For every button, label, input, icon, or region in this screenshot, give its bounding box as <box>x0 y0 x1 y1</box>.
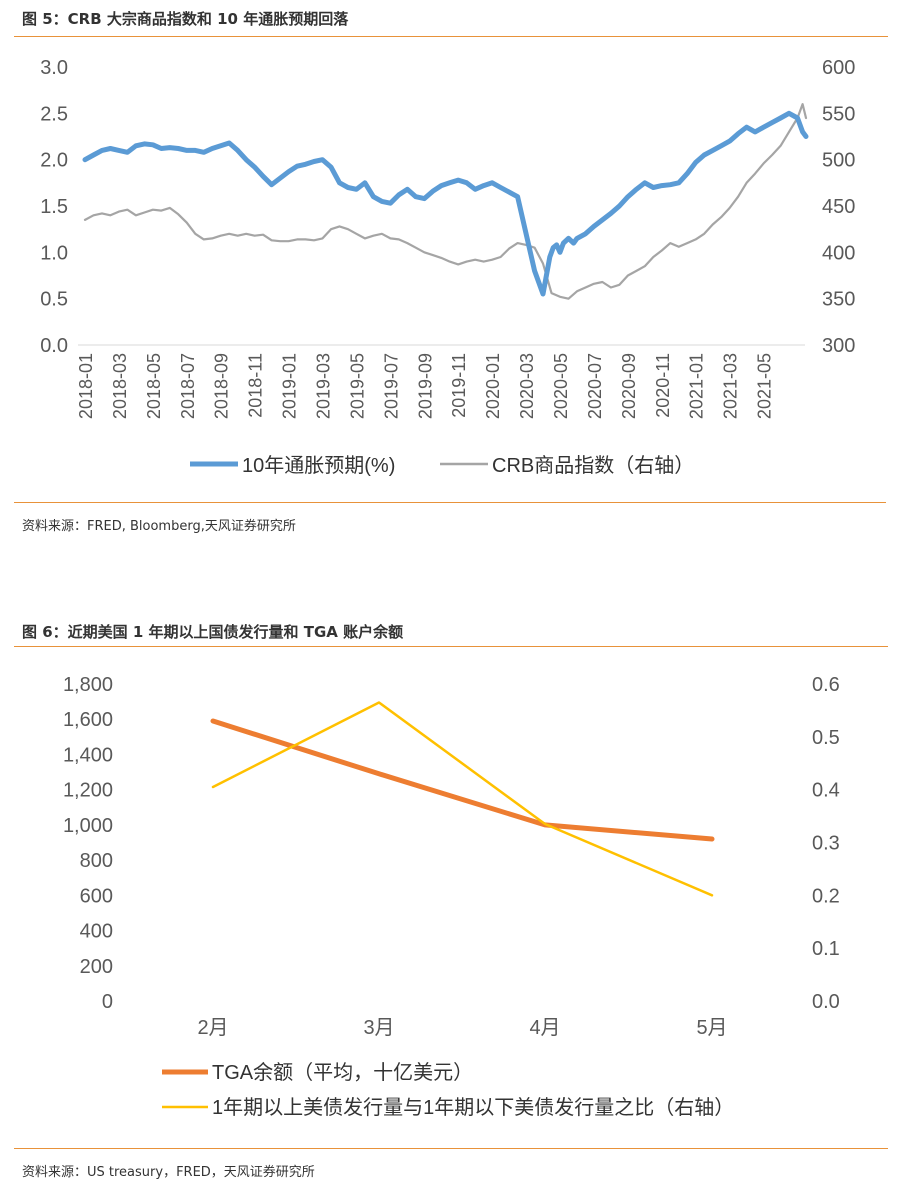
chart1-x-ticks: 2018-01 2018-03 2018-05 2018-07 2018-09 2018-… <box>76 353 775 419</box>
figure5-top-rule <box>14 36 888 37</box>
x-tick-label: 2020-11 <box>653 353 673 418</box>
y-left-tick-label: 0.0 <box>40 335 68 357</box>
y-left-tick-label: 200 <box>80 956 113 978</box>
y-left-tick-label: 3.0 <box>40 57 68 79</box>
y-left-tick-label: 1,800 <box>63 674 113 696</box>
x-tick-label: 2018-01 <box>76 353 96 419</box>
x-tick-label: 2021-03 <box>721 353 741 419</box>
x-tick-label: 2018-05 <box>144 353 164 419</box>
x-tick-label: 2019-03 <box>314 353 334 419</box>
y-right-tick-label: 350 <box>822 289 855 311</box>
chart1-series <box>82 102 809 300</box>
figure6-title: 图 6：近期美国 1 年期以上国债发行量和 TGA 账户余额 <box>22 623 404 641</box>
y-right-tick-label: 400 <box>822 242 855 264</box>
y-left-tick-label: 0 <box>102 991 113 1013</box>
y-left-tick-label: 2.5 <box>40 103 68 125</box>
chart1-right-ticks: 600 550 500 450 400 350 300 <box>822 57 855 357</box>
x-tick-label: 2019-07 <box>381 353 401 419</box>
legend-label-inflation: 10年通胀预期(%) <box>242 454 395 477</box>
chart1-left-ticks: 3.0 2.5 2.0 1.5 1.0 0.5 0.0 <box>40 57 68 357</box>
x-tick-label: 2020-01 <box>483 353 503 419</box>
y-left-tick-label: 1,400 <box>63 744 113 766</box>
figure6-source: 资料来源：US treasury，FRED，天风证券研究所 <box>22 1165 315 1180</box>
legend-label-ratio: 1年期以上美债发行量与1年期以下美债发行量之比（右轴） <box>212 1096 734 1119</box>
y-right-tick-label: 550 <box>822 103 855 125</box>
series-crb-index <box>83 102 808 300</box>
y-right-tick-label: 450 <box>822 196 855 218</box>
y-left-tick-label: 400 <box>80 921 113 943</box>
y-right-tick-label: 0.6 <box>812 674 840 696</box>
chart2-series <box>210 701 715 897</box>
y-right-tick-label: 0.1 <box>812 938 840 960</box>
figure6-top-rule <box>14 646 888 647</box>
y-left-tick-label: 1,000 <box>63 815 113 837</box>
chart-crb-inflation: 3.0 2.5 2.0 1.5 1.0 0.5 0.0 600 550 500 450 400 350… <box>40 57 855 477</box>
y-left-tick-label: 1.0 <box>40 242 68 264</box>
chart2-left-ticks: 1,800 1,600 1,400 1,200 1,000 800 600 400 200 0 <box>63 674 113 1013</box>
chart2-legend: TGA余额（平均，十亿美元） 1年期以上美债发行量与1年期以下美债发行量之比（右… <box>162 1061 734 1119</box>
series-inflation-expectation <box>82 110 809 297</box>
y-right-tick-label: 600 <box>822 57 855 79</box>
figure5-title: 图 5：CRB 大宗商品指数和 10 年通胀预期回落 <box>22 10 349 28</box>
x-tick-label: 2月 <box>197 1017 228 1039</box>
x-tick-label: 2019-05 <box>347 353 367 419</box>
x-tick-label: 2020-09 <box>619 353 639 419</box>
y-right-tick-label: 500 <box>822 150 855 172</box>
y-left-tick-label: 0.5 <box>40 289 68 311</box>
x-tick-label: 2020-03 <box>517 353 537 419</box>
x-tick-label: 2019-09 <box>415 353 435 419</box>
x-tick-label: 2018-09 <box>212 353 232 419</box>
chart1-legend: 10年通胀预期(%) CRB商品指数（右轴） <box>190 454 694 477</box>
x-tick-label: 2021-05 <box>755 353 775 419</box>
y-right-tick-label: 0.3 <box>812 833 840 855</box>
figure6-bottom-rule <box>14 1148 888 1149</box>
legend-label-crb: CRB商品指数（右轴） <box>492 454 694 477</box>
y-left-tick-label: 1,200 <box>63 780 113 802</box>
x-tick-label: 5月 <box>696 1017 727 1039</box>
chart2-x-ticks: 2月 3月 4月 5月 <box>197 1017 727 1039</box>
x-tick-label: 2018-07 <box>178 353 198 419</box>
y-right-tick-label: 0.4 <box>812 780 840 802</box>
figure5-bottom-rule <box>14 502 886 503</box>
x-tick-label: 2021-01 <box>687 353 707 419</box>
x-tick-label: 2020-05 <box>551 353 571 419</box>
series-issuance-ratio <box>211 701 714 897</box>
y-left-tick-label: 2.0 <box>40 150 68 172</box>
x-tick-label: 2019-11 <box>449 353 469 418</box>
x-tick-label: 3月 <box>363 1017 394 1039</box>
x-tick-label: 2018-03 <box>110 353 130 419</box>
y-right-tick-label: 0.0 <box>812 991 840 1013</box>
legend-label-tga: TGA余额（平均，十亿美元） <box>212 1061 473 1084</box>
series-tga-balance <box>210 718 715 842</box>
chart2-right-ticks: 0.6 0.5 0.4 0.3 0.2 0.1 0.0 <box>812 674 840 1013</box>
x-tick-label: 2020-07 <box>585 353 605 419</box>
figure5-source: 资料来源：FRED, Bloomberg,天风证券研究所 <box>22 519 296 534</box>
y-left-tick-label: 600 <box>80 885 113 907</box>
y-right-tick-label: 0.2 <box>812 885 840 907</box>
y-left-tick-label: 1,600 <box>63 709 113 731</box>
y-left-tick-label: 1.5 <box>40 196 68 218</box>
x-tick-label: 2019-01 <box>280 353 300 419</box>
y-right-tick-label: 0.5 <box>812 727 840 749</box>
y-right-tick-label: 300 <box>822 335 855 357</box>
y-left-tick-label: 800 <box>80 850 113 872</box>
x-tick-label: 2018-11 <box>246 353 266 418</box>
x-tick-label: 4月 <box>529 1017 560 1039</box>
